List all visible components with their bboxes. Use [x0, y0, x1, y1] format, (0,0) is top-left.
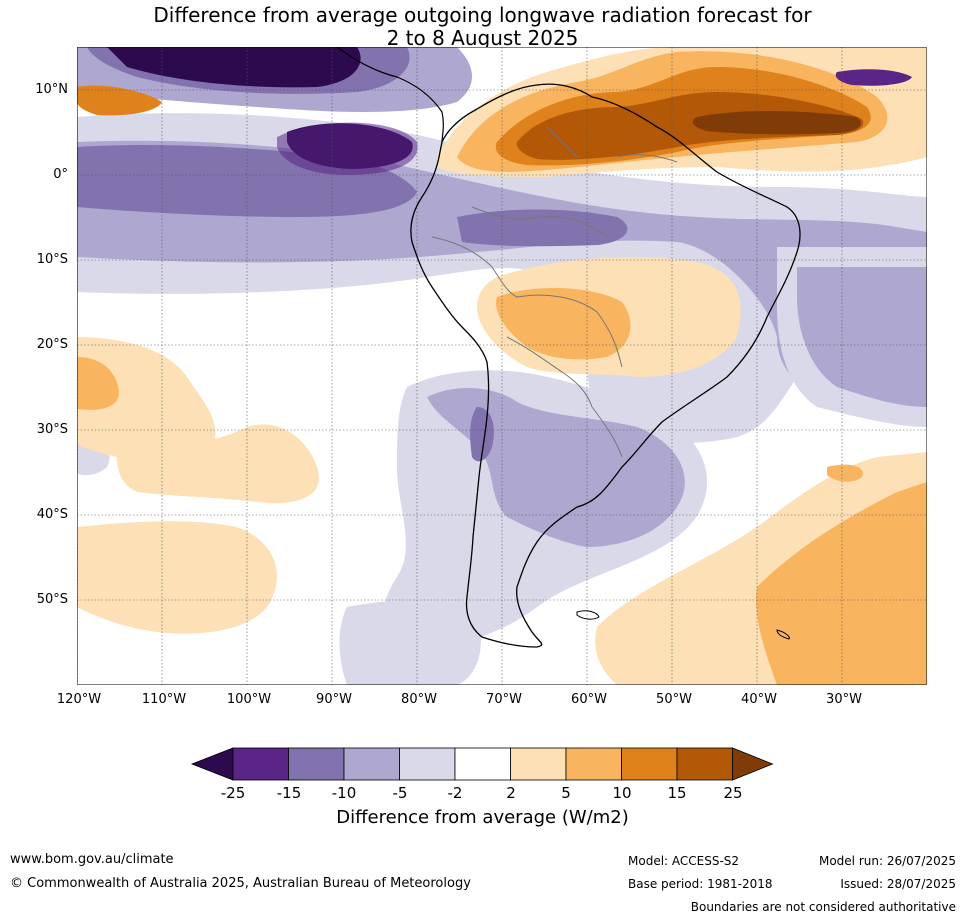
lat-label-30s: 30°S	[36, 422, 68, 437]
footer-model-run: Model run: 26/07/2025	[818, 854, 956, 868]
anomaly-southern-ocean-light-purple	[339, 600, 481, 685]
anomaly-south-atlantic-warm-core	[756, 482, 927, 685]
colorbar-tick: 10	[612, 784, 632, 802]
colorbar-segment	[288, 747, 345, 781]
colorbar-tick: -15	[276, 784, 302, 802]
lon-label-70w: 70°W	[486, 692, 522, 707]
lat-label-10n: 10°N	[35, 82, 68, 97]
lon-label-120w: 120°W	[56, 692, 102, 707]
anomaly-south-atlantic-mid-purple	[797, 267, 927, 407]
lon-label-80w: 80°W	[401, 692, 437, 707]
footer-model: Model: ACCESS-S2	[628, 854, 740, 868]
colorbar-tick: 25	[723, 784, 743, 802]
colorbar	[190, 747, 774, 781]
country-borders	[431, 126, 678, 458]
footer-issued: Issued: 28/07/2025	[840, 877, 956, 891]
lon-label-60w: 60°W	[571, 692, 607, 707]
colorbar-segment	[621, 747, 678, 781]
anomaly-caribbean-purple	[835, 69, 912, 86]
colorbar-segment	[399, 747, 456, 781]
lat-label-20s: 20°S	[36, 337, 68, 352]
anomaly-pacific-warm-3	[77, 521, 277, 634]
lon-label-50w: 50°W	[656, 692, 692, 707]
footer-disclaimer: Boundaries are not considered authoritat…	[690, 900, 956, 914]
lon-label-110w: 110°W	[141, 692, 187, 707]
anomaly-north-pacific-darkest	[107, 47, 361, 88]
colorbar-segment	[454, 747, 511, 781]
lat-label-0: 0°	[53, 167, 68, 182]
colorbar-segment	[510, 747, 567, 781]
anomaly-pacific-warm-2	[117, 424, 319, 504]
colorbar-tick: -5	[392, 784, 408, 802]
anomaly-east-pacific-warm-core	[77, 357, 119, 410]
anomaly-east-pacific-dark	[277, 122, 418, 175]
footer-base-period: Base period: 1981-2018	[628, 877, 773, 891]
lat-label-50s: 50°S	[36, 592, 68, 607]
central-america-coastline	[336, 47, 444, 143]
lat-label-10s: 10°S	[36, 252, 68, 267]
colorbar-segment	[676, 747, 733, 781]
lat-label-40s: 40°S	[36, 507, 68, 522]
south-georgia	[776, 629, 790, 640]
colorbar-tick: 15	[667, 784, 687, 802]
gridlines	[77, 47, 927, 685]
lon-label-40w: 40°W	[741, 692, 777, 707]
colorbar-tick: -10	[331, 784, 357, 802]
falkland-islands	[576, 610, 600, 620]
anomaly-map	[77, 47, 927, 685]
colorbar-tick: 5	[561, 784, 571, 802]
anomaly-east-pacific-warm	[77, 337, 216, 469]
anomaly-east-pacific-orange	[77, 85, 162, 116]
lon-label-30w: 30°W	[826, 692, 862, 707]
chart-title: Difference from average outgoing longwav…	[0, 4, 965, 50]
anomaly-andes-dark-purple	[470, 407, 494, 462]
anomaly-atlantic-darkest-brown	[692, 111, 861, 135]
lon-label-100w: 100°W	[226, 692, 272, 707]
anomaly-atlantic-brown	[516, 92, 864, 160]
colorbar-tick: 2	[506, 784, 516, 802]
footer-copyright: © Commonwealth of Australia 2025, Austra…	[10, 876, 471, 891]
south-america-coastline	[410, 83, 801, 648]
colorbar-label: Difference from average (W/m2)	[336, 807, 629, 828]
colorbar-arrow-low	[190, 747, 234, 781]
anomaly-amazon-purple	[457, 209, 628, 247]
colorbar-segment	[343, 747, 400, 781]
footer-url: www.bom.gov.au/climate	[10, 852, 174, 867]
lon-label-90w: 90°W	[316, 692, 352, 707]
title-line-2: 2 to 8 August 2025	[386, 26, 579, 50]
anomaly-south-atlantic-warm-spot	[827, 464, 863, 482]
colorbar-tick: -25	[220, 784, 246, 802]
map-frame	[77, 47, 927, 685]
colorbar-arrow-high	[732, 747, 774, 781]
colorbar-tick: -2	[447, 784, 463, 802]
colorbar-segment	[565, 747, 622, 781]
anomaly-brazil-mid-orange	[496, 287, 631, 360]
title-line-1: Difference from average outgoing longwav…	[153, 3, 812, 27]
colorbar-segment	[232, 747, 289, 781]
